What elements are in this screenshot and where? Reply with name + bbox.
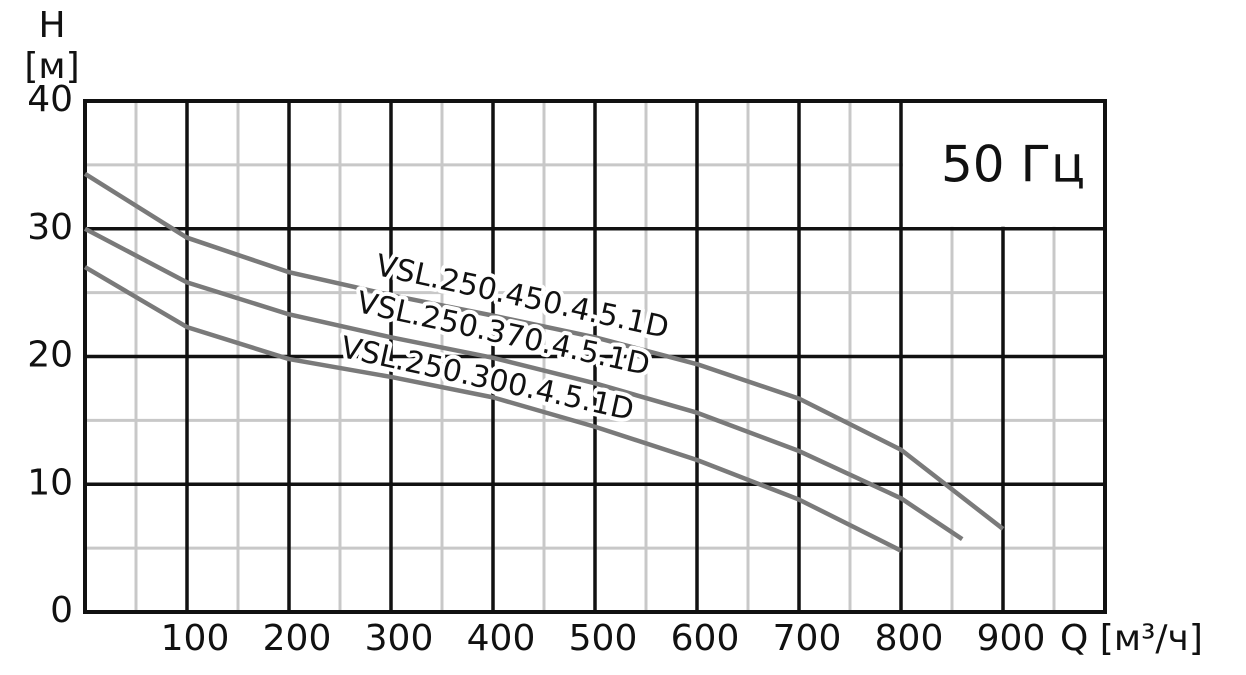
y-tick-label: 40	[27, 79, 73, 120]
x-tick-label: 500	[569, 618, 638, 659]
curve	[83, 226, 964, 542]
x-axis-label: Q [м³/ч]	[1060, 618, 1203, 659]
annotation: 50 Гц	[941, 136, 1085, 194]
x-tick-label: 800	[875, 618, 944, 659]
y-tick-label: 10	[27, 462, 73, 503]
y-axis-label: [м]	[24, 46, 79, 87]
x-tick-label: 700	[773, 618, 842, 659]
x-tick-label: 100	[161, 618, 230, 659]
y-tick-label: 0	[50, 590, 73, 631]
y-tick-label: 20	[27, 335, 73, 376]
x-tick-label: 200	[263, 618, 332, 659]
y-axis-label: H	[38, 5, 65, 46]
x-tick-label: 300	[365, 618, 434, 659]
plot-frame	[83, 99, 1107, 614]
annotation-box	[903, 103, 1103, 227]
x-tick-label: 400	[467, 618, 536, 659]
curve	[83, 265, 903, 553]
curve	[83, 171, 1005, 531]
x-tick-label: 600	[671, 618, 740, 659]
y-tick-label: 30	[27, 207, 73, 248]
x-tick-label: 900	[977, 618, 1046, 659]
